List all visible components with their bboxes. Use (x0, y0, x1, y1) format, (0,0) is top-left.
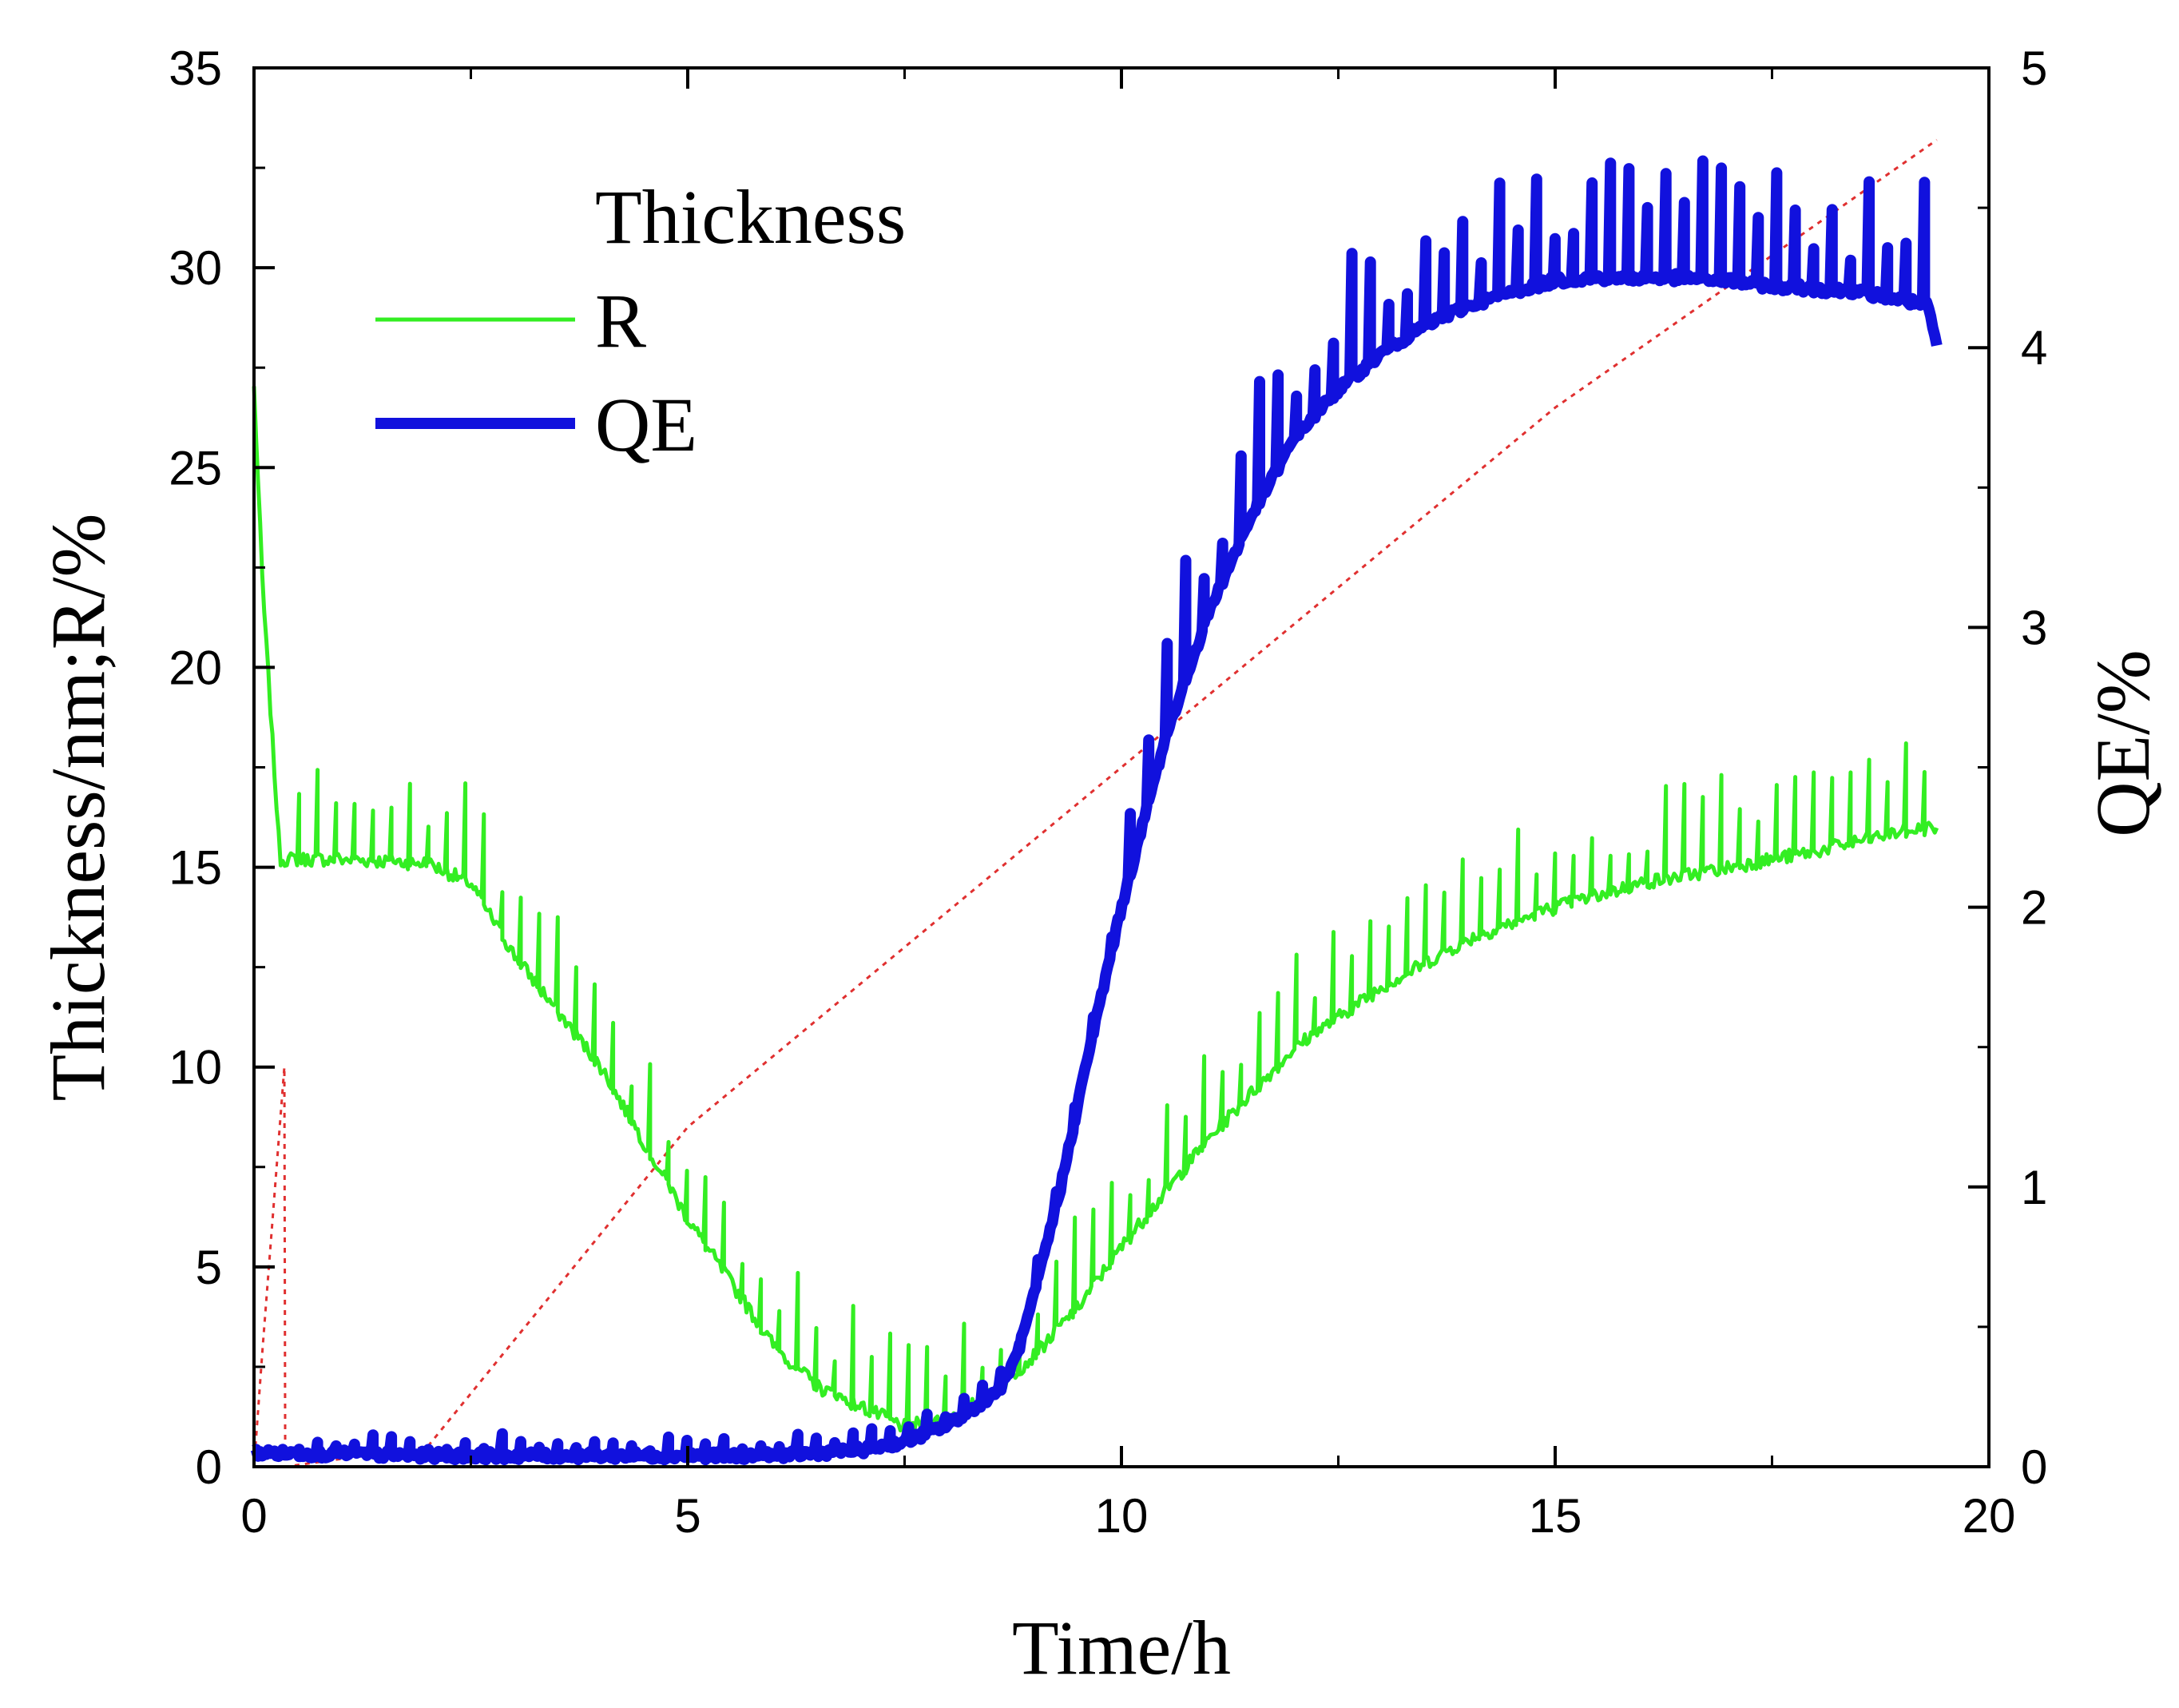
y-left-tick-label: 25 (169, 441, 222, 495)
legend-label-qe: QE (595, 382, 697, 467)
x-axis: 0 5 10 15 20 (240, 68, 2015, 1543)
legend-label-thickness: Thickness (595, 174, 906, 260)
y-axis-left-title: Thickness/nm;R/% (35, 514, 121, 1102)
x-tick-label: 20 (1963, 1489, 2016, 1543)
y-left-tick-label: 35 (169, 42, 222, 95)
y-left-tick-label: 0 (196, 1440, 222, 1494)
legend-label-r: R (595, 278, 646, 363)
series-r-line (252, 386, 1939, 1433)
y-left-tick-label: 5 (196, 1241, 222, 1294)
y-axis-right-title: QE/% (2080, 649, 2165, 837)
y-axis-right: 0 1 2 3 4 5 (1968, 42, 2047, 1494)
y-right-tick-label: 2 (2021, 881, 2047, 935)
y-left-tick-label: 20 (169, 641, 222, 694)
y-right-tick-label: 5 (2021, 42, 2047, 95)
y-left-tick-label: 10 (169, 1041, 222, 1094)
y-left-tick-label: 15 (169, 841, 222, 895)
y-right-tick-label: 1 (2021, 1161, 2047, 1214)
y-right-tick-label: 4 (2021, 321, 2047, 375)
data-traces (250, 138, 1943, 1468)
series-qe-line (250, 155, 1943, 1466)
y-right-tick-label: 3 (2021, 601, 2047, 654)
y-left-tick-label: 30 (169, 241, 222, 295)
y-right-tick-label: 0 (2021, 1440, 2047, 1494)
x-tick-label: 10 (1095, 1489, 1149, 1543)
x-tick-label: 0 (240, 1489, 267, 1543)
y-axis-left: 0 5 10 15 20 25 30 35 (169, 42, 275, 1494)
x-tick-label: 15 (1529, 1489, 1582, 1543)
legend: Thickness R QE (375, 174, 906, 467)
x-axis-title: Time/h (1012, 1605, 1231, 1690)
x-tick-label: 5 (674, 1489, 701, 1543)
series-thickness-line (252, 138, 1938, 1468)
